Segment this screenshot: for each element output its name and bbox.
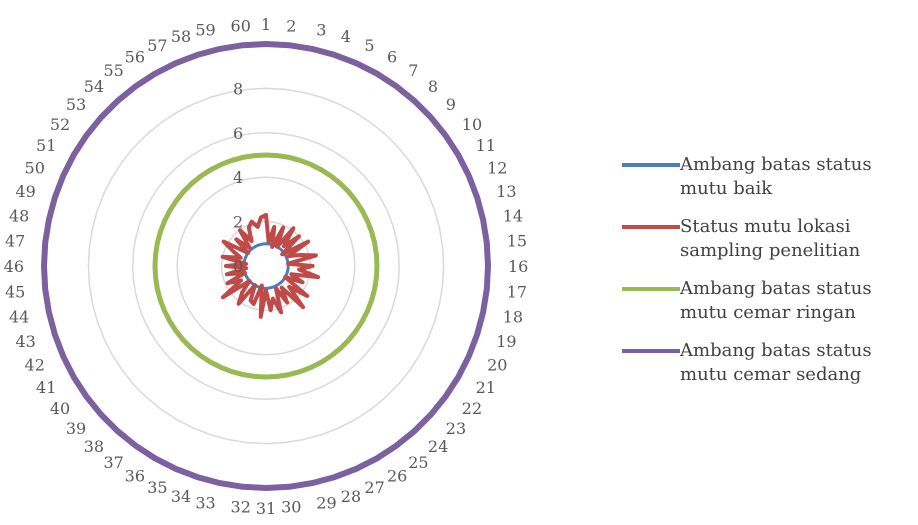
legend-label-lokasi: Status mutu lokasi sampling penelitian (680, 216, 861, 261)
category-label-34: 34 (171, 487, 191, 506)
category-label-56: 56 (125, 47, 145, 66)
category-label-45: 45 (5, 282, 25, 301)
legend-swatch-lokasi (622, 225, 680, 229)
category-label-31: 31 (256, 499, 276, 518)
category-label-6: 6 (387, 47, 397, 66)
category-label-19: 19 (496, 332, 516, 351)
category-label-18: 18 (503, 307, 523, 326)
category-label-51: 51 (36, 136, 56, 155)
legend-swatch-sedang (622, 349, 680, 353)
category-label-53: 53 (66, 95, 86, 114)
category-label-30: 30 (281, 498, 301, 517)
category-label-21: 21 (476, 378, 496, 397)
category-label-8: 8 (428, 77, 438, 96)
legend-item-ringan: Ambang batas status mutu cemar ringan (622, 277, 918, 323)
category-label-27: 27 (364, 478, 384, 497)
category-label-32: 32 (231, 498, 251, 517)
category-label-38: 38 (84, 437, 104, 456)
category-label-44: 44 (9, 307, 29, 326)
radial-tick-labels: 0 2 4 6 8 (233, 79, 243, 276)
series-line-4 (41, 41, 491, 491)
category-label-24: 24 (428, 437, 448, 456)
category-label-17: 17 (507, 282, 527, 301)
category-label-29: 29 (316, 494, 336, 513)
legend-item-baik: Ambang batas status mutu baik (622, 153, 918, 199)
category-label-9: 9 (446, 95, 456, 114)
category-label-42: 42 (25, 355, 45, 374)
category-label-41: 41 (36, 378, 56, 397)
r-tick-label-0: 0 (233, 257, 243, 276)
category-label-1: 1 (261, 15, 271, 34)
radial-grid (87, 87, 445, 445)
category-label-46: 46 (4, 257, 24, 276)
category-label-39: 39 (66, 419, 86, 438)
category-label-37: 37 (103, 453, 123, 472)
series-layer (41, 41, 491, 491)
category-label-20: 20 (487, 355, 507, 374)
category-label-14: 14 (503, 207, 523, 226)
category-label-3: 3 (316, 20, 326, 39)
category-label-22: 22 (462, 399, 482, 418)
legend-item-lokasi: Status mutu lokasi sampling penelitian (622, 215, 918, 261)
category-label-12: 12 (487, 159, 507, 178)
category-label-52: 52 (50, 115, 70, 134)
category-label-11: 11 (476, 136, 496, 155)
category-label-59: 59 (195, 20, 215, 39)
category-label-43: 43 (15, 332, 35, 351)
category-label-55: 55 (103, 61, 123, 80)
category-label-36: 36 (125, 467, 145, 486)
category-label-28: 28 (341, 487, 361, 506)
grid-ring-8 (87, 87, 445, 445)
category-label-48: 48 (9, 207, 29, 226)
legend-swatch-baik (622, 163, 680, 167)
legend-item-sedang: Ambang batas status mutu cemar sedang (622, 339, 918, 385)
category-labels: 1 2 3 4 567891011121314151617181920212223242… (4, 15, 529, 518)
series-line-2 (220, 212, 321, 319)
category-label-7: 7 (408, 61, 418, 80)
category-label-40: 40 (50, 399, 70, 418)
legend-label-sedang: Ambang batas status mutu cemar sedang (680, 340, 872, 385)
r-tick-label-4: 4 (233, 168, 243, 187)
grid-ring-4 (176, 176, 356, 356)
legend-swatch-ringan (622, 287, 680, 291)
category-label-50: 50 (25, 159, 45, 178)
legend: Ambang batas status mutu baik Status mut… (622, 153, 918, 401)
category-label-58: 58 (171, 27, 191, 46)
category-label-26: 26 (387, 467, 407, 486)
r-tick-label-2: 2 (233, 213, 243, 232)
category-label-16: 16 (508, 257, 528, 276)
category-label-47: 47 (5, 232, 25, 251)
legend-label-baik: Ambang batas status mutu baik (680, 154, 872, 199)
category-label-33: 33 (195, 494, 215, 513)
category-label-57: 57 (147, 36, 167, 55)
grid-ring-6 (132, 132, 400, 400)
category-label-25: 25 (408, 453, 428, 472)
category-label-49: 49 (15, 182, 35, 201)
category-label-15: 15 (507, 232, 527, 251)
legend-label-ringan: Ambang batas status mutu cemar ringan (680, 278, 872, 323)
category-label-23: 23 (446, 419, 466, 438)
category-label-54: 54 (84, 77, 104, 96)
category-label-35: 35 (147, 478, 167, 497)
category-label-60: 60 (231, 16, 251, 35)
category-label-4: 4 (341, 27, 351, 46)
series-line-3 (152, 152, 380, 380)
category-label-5: 5 (364, 36, 374, 55)
category-label-10: 10 (462, 115, 482, 134)
category-label-13: 13 (496, 182, 516, 201)
r-tick-label-8: 8 (233, 79, 243, 98)
r-tick-label-6: 6 (233, 124, 243, 143)
category-label-2: 2 (286, 16, 296, 35)
